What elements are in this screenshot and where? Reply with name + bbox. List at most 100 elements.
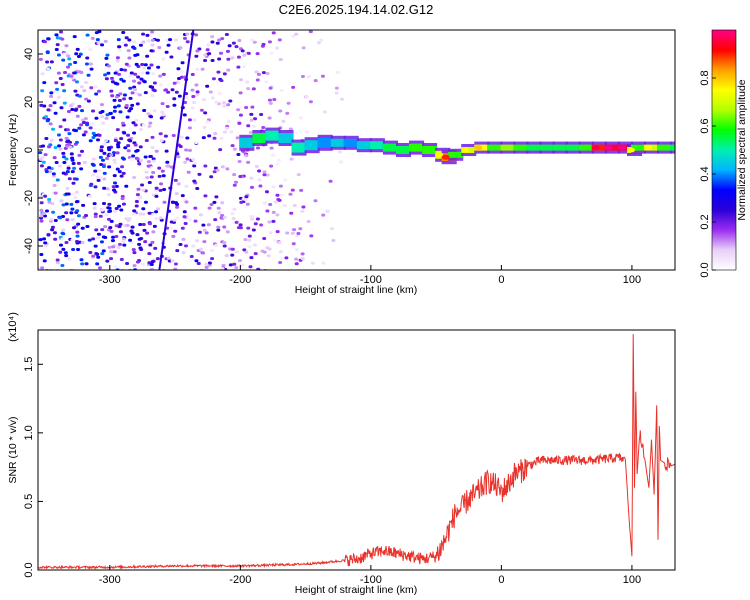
heatmap-cell: [75, 234, 80, 238]
heatmap-cell: [192, 164, 197, 168]
heatmap-cell: [294, 32, 299, 36]
heatmap-cell: [322, 110, 327, 114]
heatmap-cell: [124, 36, 129, 40]
heatmap-cell: [105, 187, 110, 191]
heatmap-cell: [88, 62, 93, 66]
heatmap-cell: [220, 37, 225, 41]
heatmap-cell: [91, 136, 96, 140]
heatmap-cell: [150, 30, 155, 34]
heatmap-cell: [244, 106, 249, 110]
spectrogram-plot-area: [38, 30, 675, 270]
heatmap-cell: [234, 250, 239, 254]
heatmap-cell: [309, 234, 314, 238]
heatmap-cell: [202, 240, 207, 244]
sweep-line: [158, 30, 195, 270]
heatmap-cell: [207, 206, 212, 210]
heatmap-cell: [253, 222, 258, 226]
heatmap-cell: [104, 77, 109, 81]
heatmap-cell: [181, 237, 186, 241]
heatmap-cell: [288, 127, 293, 131]
heatmap-cell: [86, 99, 91, 103]
heatmap-cell: [107, 202, 112, 206]
heatmap-cell: [117, 49, 122, 53]
heatmap-cell: [51, 127, 56, 131]
heatmap-cell: [162, 200, 167, 204]
heatmap-cell: [239, 78, 244, 82]
ridge-cell: [382, 143, 398, 152]
heatmap-cell: [137, 242, 142, 246]
heatmap-cell: [132, 209, 137, 213]
heatmap-cell: [155, 38, 160, 42]
heatmap-cell: [275, 230, 280, 234]
heatmap-cell: [175, 202, 180, 206]
heatmap-cell: [298, 116, 303, 120]
heatmap-cell: [75, 47, 80, 51]
heatmap-cell: [127, 56, 132, 60]
heatmap-cell: [146, 164, 151, 168]
heatmap-cell: [252, 40, 257, 44]
heatmap-cell: [43, 241, 48, 245]
heatmap-cell: [221, 263, 226, 267]
heatmap-cell: [94, 31, 99, 35]
heatmap-cell: [58, 243, 63, 247]
heatmap-cell: [284, 256, 289, 260]
heatmap-cell: [206, 43, 211, 47]
heatmap-cell: [47, 198, 52, 202]
heatmap-cell: [49, 217, 54, 221]
snr-y-tick-label: 1.0: [23, 425, 35, 440]
ridge-cell: [239, 137, 255, 148]
heatmap-cell: [134, 204, 139, 208]
heatmap-cell: [109, 153, 114, 157]
heatmap-cell: [246, 226, 251, 230]
heatmap-cell: [102, 151, 107, 155]
heatmap-cell: [128, 74, 133, 78]
heatmap-cell: [118, 230, 123, 234]
heatmap-cell: [279, 89, 284, 93]
heatmap-cell: [70, 218, 75, 222]
heatmap-cell: [82, 160, 87, 164]
heatmap-cell: [94, 116, 99, 120]
heatmap-cell: [57, 144, 62, 148]
heatmap-cell: [41, 160, 46, 164]
heatmap-cell: [159, 182, 164, 186]
heatmap-cell: [212, 170, 217, 174]
heatmap-cell: [266, 254, 271, 258]
heatmap-cell: [299, 188, 304, 192]
heatmap-cell: [268, 86, 273, 90]
snr-y-multiplier: (x10⁴): [7, 312, 19, 342]
heatmap-cell: [184, 184, 189, 188]
heatmap-cell: [219, 136, 224, 140]
heatmap-cell: [147, 252, 152, 256]
heatmap-cell: [143, 200, 148, 204]
heatmap-cell: [202, 228, 207, 232]
heatmap-cell: [85, 56, 90, 60]
heatmap-cell: [290, 231, 295, 235]
heatmap-cell: [157, 174, 162, 178]
heatmap-cell: [184, 244, 189, 248]
heatmap-cell: [138, 128, 143, 132]
heatmap-cell: [180, 194, 185, 198]
heatmap-cell: [45, 60, 50, 64]
heatmap-cell: [220, 267, 225, 270]
heatmap-cell: [91, 237, 96, 241]
heatmap-cell: [162, 187, 167, 191]
heatmap-cell: [124, 104, 129, 108]
heatmap-cell: [182, 210, 187, 214]
heatmap-cell: [203, 111, 208, 115]
spectrogram-x-tick-label: 0: [498, 274, 504, 286]
heatmap-cell: [222, 104, 227, 108]
heatmap-cell: [50, 202, 55, 206]
heatmap-cell: [230, 212, 235, 216]
heatmap-cell: [217, 91, 222, 95]
heatmap-cell: [161, 113, 166, 117]
heatmap-cell: [173, 267, 178, 270]
heatmap-cell: [66, 54, 71, 58]
heatmap-cell: [127, 138, 132, 142]
heatmap-cell: [121, 79, 126, 83]
heatmap-cell: [152, 89, 157, 93]
heatmap-cell: [239, 200, 244, 204]
ridge-cell: [578, 144, 594, 151]
heatmap-cell: [112, 209, 117, 213]
heatmap-cell: [135, 260, 140, 264]
heatmap-cell: [316, 41, 321, 45]
